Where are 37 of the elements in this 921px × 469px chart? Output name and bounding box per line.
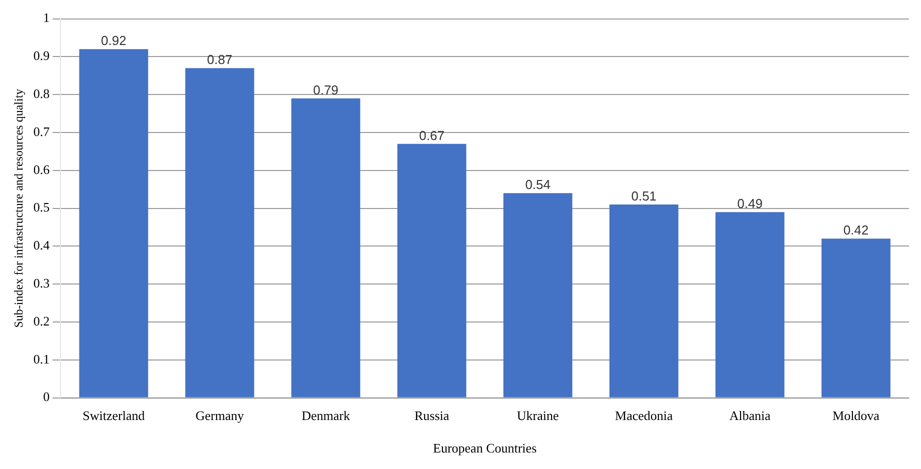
bar: [291, 98, 360, 398]
data-label: 0.67: [419, 128, 444, 143]
data-label: 0.87: [207, 52, 232, 68]
y-tick-label: 0.6: [33, 162, 50, 177]
y-tick-label: 0.3: [33, 276, 50, 291]
bar: [185, 68, 254, 398]
y-tick-label: 0.2: [33, 313, 50, 328]
bar: [609, 204, 678, 398]
data-label: 0.51: [631, 188, 657, 204]
data-label: 0.79: [313, 82, 338, 98]
bar: [79, 49, 148, 398]
x-tick-label: Ukraine: [516, 408, 560, 424]
bar: [715, 212, 784, 398]
y-tick-label: 0.8: [33, 86, 50, 102]
y-axis-title: Sub-index for infrastructure and resources quality: [11, 88, 26, 328]
y-tick-label: 1: [43, 10, 50, 26]
x-axis-title: European Countries: [433, 440, 537, 456]
y-tick-label: 0.1: [33, 351, 50, 366]
bar: [822, 238, 890, 398]
x-tick-label: Denmark: [302, 408, 350, 424]
y-tick-label: 0.7: [33, 124, 50, 139]
data-label: 0.42: [843, 222, 869, 238]
x-tick-label: Germany: [196, 408, 244, 424]
data-label: 0.49: [737, 196, 763, 212]
bar: [397, 144, 466, 398]
x-tick-label: Albania: [729, 408, 771, 424]
x-tick-label: Russia: [414, 408, 450, 424]
y-tick-label: 0.4: [33, 238, 50, 253]
bar: [503, 193, 572, 398]
x-tick-label: Switzerland: [82, 408, 146, 424]
x-tick-label: Macedonia: [615, 408, 673, 424]
y-tick-label: 0.9: [33, 48, 50, 64]
data-label: 0.54: [525, 177, 551, 192]
x-tick-label: Moldova: [832, 408, 880, 424]
y-tick-label: 0: [43, 389, 50, 404]
data-label: 0.92: [101, 33, 126, 48]
y-tick-label: 0.5: [33, 200, 50, 215]
